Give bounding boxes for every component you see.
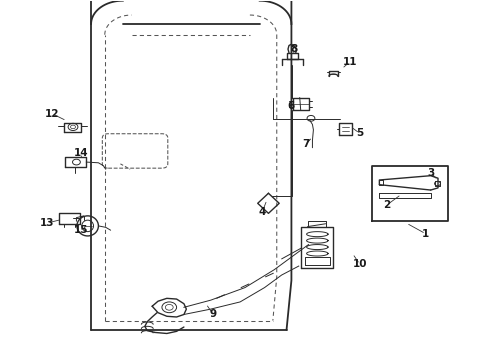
Text: 2: 2 <box>383 200 391 210</box>
Text: 11: 11 <box>343 57 357 67</box>
Text: 14: 14 <box>74 148 89 158</box>
Text: 5: 5 <box>356 129 364 138</box>
Text: 9: 9 <box>210 310 217 319</box>
Text: 1: 1 <box>422 229 429 239</box>
Text: 7: 7 <box>302 139 310 149</box>
Text: 4: 4 <box>258 207 266 217</box>
Text: 3: 3 <box>427 168 434 178</box>
Text: 10: 10 <box>353 259 367 269</box>
Text: 15: 15 <box>74 225 89 235</box>
Text: 12: 12 <box>45 109 59 119</box>
Text: 13: 13 <box>40 218 54 228</box>
Text: 6: 6 <box>288 102 295 112</box>
Text: 8: 8 <box>290 44 297 54</box>
